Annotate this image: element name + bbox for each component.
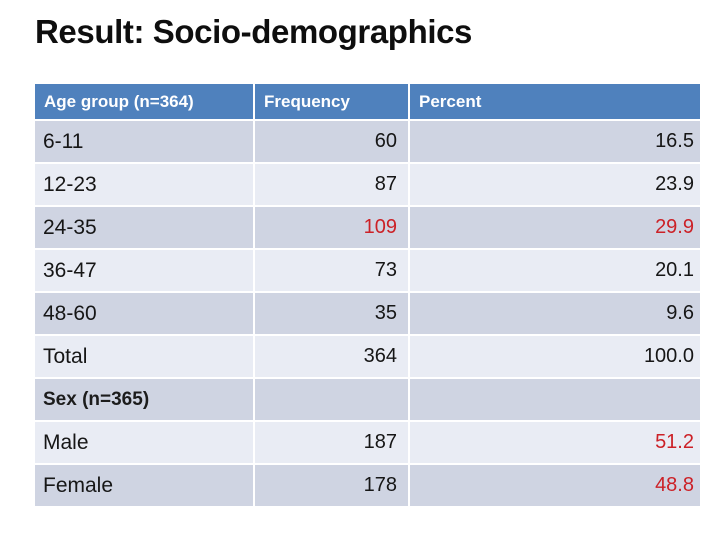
header-cell-percent: Percent bbox=[410, 84, 700, 119]
row-label: 36-47 bbox=[35, 250, 253, 291]
header-cell-age-group: Age group (n=364) bbox=[35, 84, 253, 119]
frequency-value: 109 bbox=[255, 207, 408, 248]
row-label: Total bbox=[35, 336, 253, 377]
section-label: Sex (n=365) bbox=[35, 379, 253, 420]
frequency-value: 364 bbox=[255, 336, 408, 377]
row-label: 6-11 bbox=[35, 121, 253, 162]
row-label: 12-23 bbox=[35, 164, 253, 205]
frequency-value: 87 bbox=[255, 164, 408, 205]
slide-title: Result: Socio-demographics bbox=[35, 13, 473, 50]
frequency-value: 178 bbox=[255, 465, 408, 506]
percent-value: 9.6 bbox=[410, 293, 700, 334]
percent-value: 48.8 bbox=[410, 465, 700, 506]
frequency-value: 35 bbox=[255, 293, 408, 334]
percent-value: 51.2 bbox=[410, 422, 700, 463]
percent-value bbox=[410, 379, 700, 420]
percent-value: 23.9 bbox=[410, 164, 700, 205]
percent-value: 20.1 bbox=[410, 250, 700, 291]
frequency-value: 60 bbox=[255, 121, 408, 162]
frequency-value: 73 bbox=[255, 250, 408, 291]
row-label: Female bbox=[35, 465, 253, 506]
row-label: 48-60 bbox=[35, 293, 253, 334]
row-label: 24-35 bbox=[35, 207, 253, 248]
percent-value: 100.0 bbox=[410, 336, 700, 377]
percent-value: 16.5 bbox=[410, 121, 700, 162]
row-label: Male bbox=[35, 422, 253, 463]
header-cell-frequency: Frequency bbox=[255, 84, 408, 119]
frequency-value bbox=[255, 379, 408, 420]
percent-value: 29.9 bbox=[410, 207, 700, 248]
frequency-value: 187 bbox=[255, 422, 408, 463]
demographics-table: Age group (n=364) Frequency Percent 6-11… bbox=[35, 84, 700, 506]
